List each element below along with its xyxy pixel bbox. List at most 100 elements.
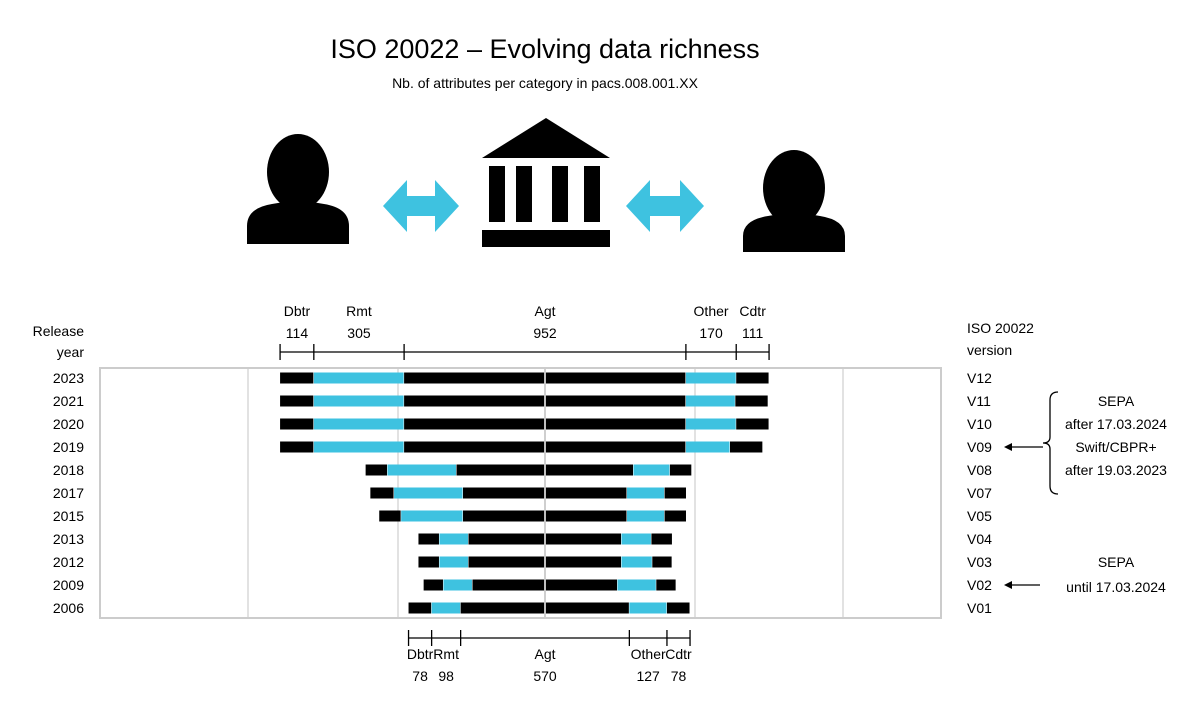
bar-dbtr-2021 — [280, 395, 314, 407]
row-year-label: 2006 — [53, 600, 84, 616]
row-year-label: 2018 — [53, 462, 84, 478]
bar-other-2020 — [685, 418, 736, 430]
bar-other-2021 — [685, 395, 735, 407]
bar-cdtr-2017 — [664, 487, 686, 499]
bar-other-2015 — [626, 510, 665, 522]
scale-label-agt: Agt — [534, 303, 555, 319]
row-version-label: V09 — [967, 439, 992, 455]
row-version-label: V04 — [967, 531, 992, 547]
bar-dbtr-2009 — [423, 579, 443, 591]
scale-label-cdtr: Cdtr — [739, 303, 766, 319]
bar-dbtr-2023 — [280, 372, 314, 384]
scale-value-agt: 952 — [533, 325, 557, 341]
bar-other-2009 — [617, 579, 656, 591]
header-release: Release — [33, 323, 85, 339]
chart-title: ISO 20022 – Evolving data richness — [330, 34, 760, 64]
annotation-text: after 19.03.2023 — [1065, 462, 1167, 478]
annotation-text: SEPA — [1098, 554, 1135, 570]
scale-value-other: 127 — [636, 668, 660, 684]
row-version-label: V10 — [967, 416, 992, 432]
bar-dbtr-2013 — [418, 533, 439, 545]
bar-cdtr-2015 — [664, 510, 686, 522]
scale-value-rmt: 305 — [347, 325, 371, 341]
row-version-label: V01 — [967, 600, 992, 616]
row-version-label: V07 — [967, 485, 992, 501]
scale-label-agt: Agt — [534, 646, 555, 662]
row-version-label: V05 — [967, 508, 992, 524]
scale-value-agt: 570 — [533, 668, 557, 684]
bar-rmt-2023 — [313, 372, 404, 384]
bar-other-2017 — [626, 487, 665, 499]
bar-other-2023 — [685, 372, 736, 384]
row-year-label: 2021 — [53, 393, 84, 409]
bar-dbtr-2017 — [370, 487, 394, 499]
bar-dbtr-2015 — [379, 510, 401, 522]
debtor-person-icon — [247, 134, 349, 244]
header-year: year — [57, 344, 85, 360]
row-version-label: V03 — [967, 554, 992, 570]
scale-value-rmt: 98 — [438, 668, 454, 684]
bar-cdtr-2023 — [736, 372, 769, 384]
bar-cdtr-2013 — [651, 533, 672, 545]
bar-dbtr-2020 — [280, 418, 314, 430]
arrow-head — [1004, 443, 1012, 451]
scale-label-dbtr: Dbtr — [407, 646, 434, 662]
bar-rmt-2021 — [313, 395, 404, 407]
bar-cdtr-2006 — [666, 602, 690, 614]
bar-dbtr-2006 — [408, 602, 432, 614]
bar-other-2013 — [621, 533, 651, 545]
row-year-label: 2009 — [53, 577, 84, 593]
bracket — [1042, 391, 1059, 495]
bar-rmt-2009 — [443, 579, 472, 591]
row-labels: 2023 V12 2021 V11 2020 V10 2019 V09 2018 V08 2017 V… — [53, 370, 992, 616]
row-version-label: V08 — [967, 462, 992, 478]
row-year-label: 2023 — [53, 370, 84, 386]
bar-cdtr-2021 — [735, 395, 768, 407]
bar-dbtr-2012 — [418, 556, 439, 568]
row-year-label: 2017 — [53, 485, 84, 501]
header-version: version — [967, 342, 1012, 358]
scale-value-dbtr: 78 — [412, 668, 428, 684]
bar-cdtr-2019 — [730, 441, 763, 453]
scale-label-other: Other — [694, 303, 729, 319]
scale-value-cdtr: 78 — [671, 668, 687, 684]
scale-label-cdtr: Cdtr — [665, 646, 692, 662]
bar-rmt-2020 — [313, 418, 404, 430]
scale-value-cdtr: 111 — [742, 325, 763, 341]
scale-value-other: 170 — [699, 325, 723, 341]
bar-cdtr-2009 — [656, 579, 676, 591]
top-scale: Dbtr 114 Rmt 305 Agt 952 Other 170 Cdtr 111 — [279, 303, 770, 360]
bar-dbtr-2019 — [280, 441, 314, 453]
bar-rmt-2012 — [439, 556, 468, 568]
scale-label-dbtr: Dbtr — [284, 303, 311, 319]
annotation-text: until 17.03.2024 — [1066, 579, 1166, 595]
arrow-head — [1004, 581, 1012, 589]
row-year-label: 2013 — [53, 531, 84, 547]
bar-other-2012 — [621, 556, 652, 568]
bar-other-2018 — [633, 464, 670, 476]
row-year-label: 2012 — [53, 554, 84, 570]
scale-label-rmt: Rmt — [433, 646, 459, 662]
row-version-label: V12 — [967, 370, 992, 386]
chart-subtitle: Nb. of attributes per category in pacs.0… — [392, 75, 698, 91]
bar-rmt-2017 — [394, 487, 463, 499]
bar-cdtr-2020 — [736, 418, 769, 430]
bottom-scale: Dbtr 78 Rmt 98 Agt 570 Other 127 Cdtr 78 — [407, 630, 692, 684]
bidirectional-arrow-icon — [383, 180, 459, 232]
bar-rmt-2006 — [431, 602, 461, 614]
chart-frame — [99, 367, 942, 619]
scale-label-other: Other — [631, 646, 666, 662]
annotation-text: SEPA — [1098, 393, 1135, 409]
bank-building-icon — [482, 118, 610, 247]
bidirectional-arrow-icon — [626, 180, 704, 232]
row-version-label: V02 — [967, 577, 992, 593]
row-year-label: 2020 — [53, 416, 84, 432]
bar-rmt-2019 — [313, 441, 404, 453]
row-year-label: 2015 — [53, 508, 84, 524]
bars — [280, 372, 769, 614]
scale-value-dbtr: 114 — [286, 325, 309, 341]
bar-cdtr-2012 — [652, 556, 672, 568]
bar-rmt-2015 — [401, 510, 463, 522]
bar-other-2006 — [629, 602, 667, 614]
